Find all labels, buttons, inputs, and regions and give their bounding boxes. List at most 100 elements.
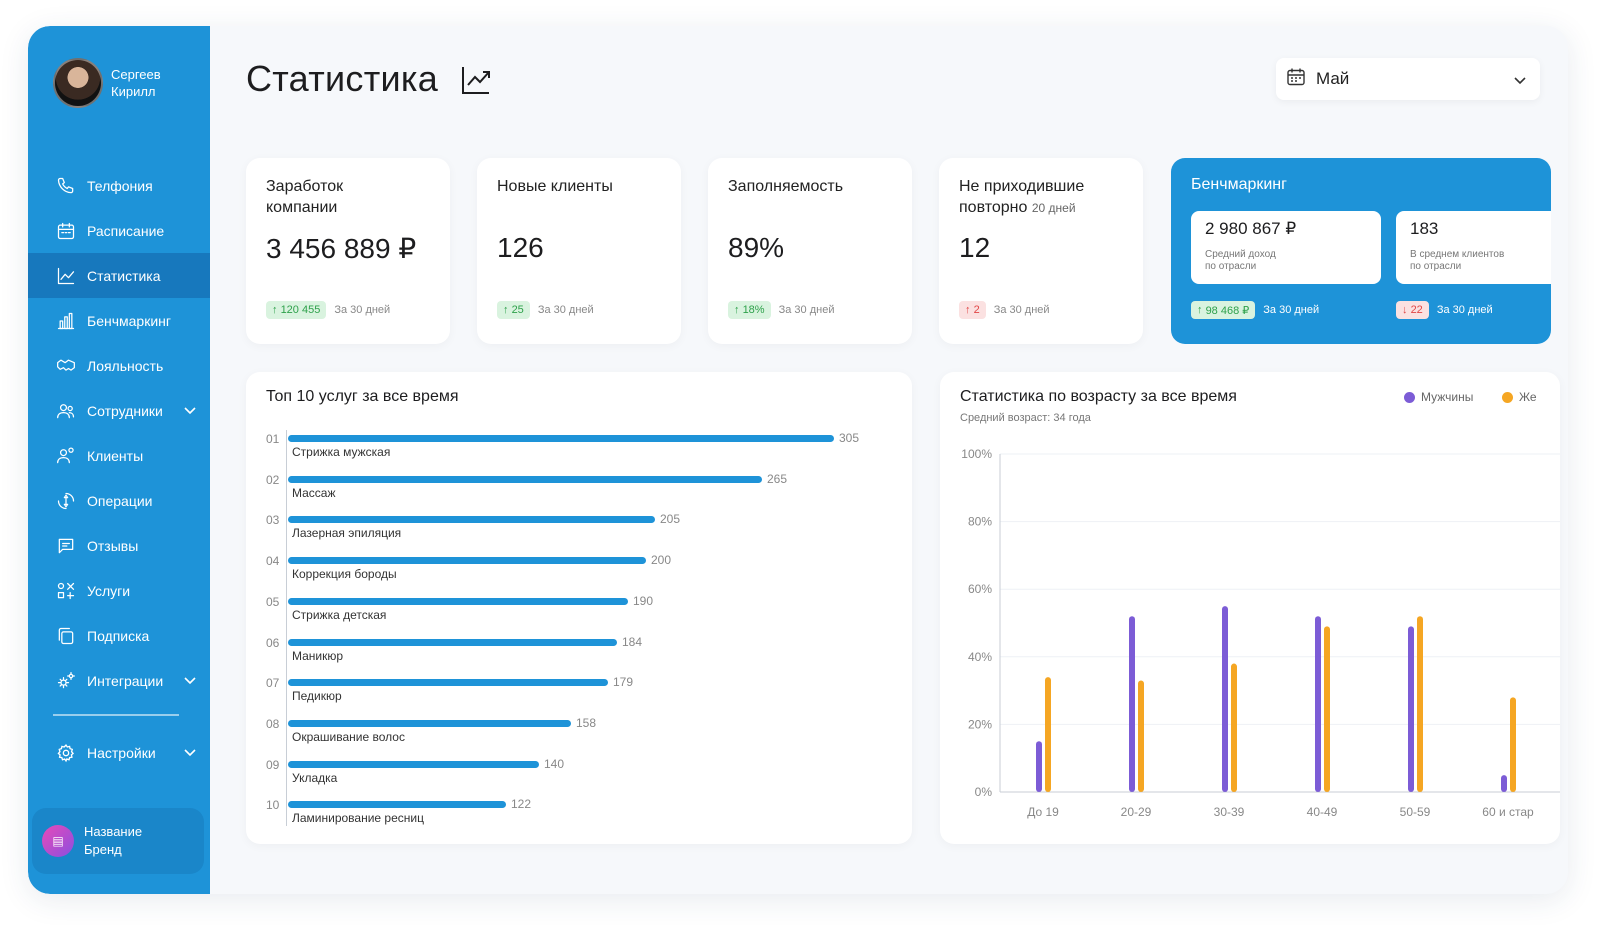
service-row[interactable]: 06 184 Маникюр: [246, 634, 906, 676]
delta-badge: ↑ 25: [497, 301, 530, 319]
service-value: 184: [622, 634, 643, 649]
service-index: 05: [266, 594, 280, 609]
sidebar-item-label: Сотрудники: [87, 402, 163, 419]
sidebar-item-settings[interactable]: Настройки: [28, 730, 210, 775]
sidebar-item-label: Интеграции: [87, 672, 164, 689]
stat-card-3[interactable]: Не приходившие повторно 20 дней 12 ↑ 2 За 3…: [939, 158, 1143, 344]
stat-card-0[interactable]: Заработок компании 3 456 889 ₽ ↑ 120 455 За…: [246, 158, 450, 344]
sidebar-item-2[interactable]: Статистика: [28, 253, 210, 298]
period-label: За 30 дней: [1263, 304, 1320, 316]
delta-value: 2: [973, 304, 980, 316]
gears-icon: [55, 670, 77, 692]
benchmark-card[interactable]: Бенчмаркинг 2 980 867 ₽ Средний доход по…: [1171, 158, 1551, 344]
legend-label: Же: [1519, 390, 1537, 404]
sidebar-item-5[interactable]: Сотрудники: [28, 388, 210, 433]
service-row[interactable]: 10 122 Ламинирование ресниц: [246, 797, 906, 838]
user-last-name: Кирилл: [111, 84, 156, 99]
benchmark-income-label-line1: Средний доход: [1205, 249, 1276, 260]
x-tick-label: 30-39: [1214, 805, 1245, 819]
sidebar-item-label: Расписание: [87, 222, 165, 239]
sidebar-item-9[interactable]: Услуги: [28, 568, 210, 613]
service-name: Массаж: [292, 485, 336, 500]
benchmark-income-footer: ↑ 98 468 ₽ За 30 дней: [1191, 301, 1319, 319]
brand-switcher[interactable]: ▤ Название Бренд: [32, 808, 204, 874]
service-row[interactable]: 02 265 Массаж: [246, 472, 906, 513]
month-select-value: Май: [1316, 69, 1350, 88]
service-index: 06: [266, 635, 280, 650]
sidebar-divider: [53, 714, 179, 716]
benchmark-clients-footer: ↓ 22 За 30 дней: [1396, 301, 1493, 319]
sidebar-item-label: Отзывы: [87, 537, 139, 554]
age-stats-panel: Статистика по возрасту за все время Сред…: [940, 372, 1560, 844]
service-row[interactable]: 05 190 Стрижка детская: [246, 594, 906, 635]
service-name: Коррекция бороды: [292, 567, 397, 582]
sidebar: Сергеев Кирилл Телфония Расписание Статист…: [28, 26, 210, 894]
legend-women: Же: [1502, 390, 1537, 404]
stat-card-value: 12: [959, 232, 991, 263]
service-name: Лазерная эпиляция: [292, 526, 402, 541]
sidebar-item-6[interactable]: Клиенты: [28, 433, 210, 478]
sidebar-item-8[interactable]: Отзывы: [28, 523, 210, 568]
sidebar-item-label: Телфония: [87, 177, 153, 194]
service-index: 09: [266, 757, 280, 772]
sidebar-item-4[interactable]: Лояльность: [28, 343, 210, 388]
service-bar: [288, 719, 571, 727]
sidebar-item-label: Клиенты: [87, 447, 144, 464]
delta-badge: ↑ 2: [959, 301, 986, 319]
service-row[interactable]: 04 200 Коррекция бороды: [246, 553, 906, 594]
delta-badge: ↑ 98 468 ₽: [1191, 301, 1256, 319]
copy-icon: [55, 625, 77, 647]
benchmark-income-value: 2 980 867 ₽: [1205, 219, 1297, 238]
service-row[interactable]: 03 205 Лазерная эпиляция: [246, 512, 906, 553]
top-services-title: Топ 10 услуг за все время: [266, 388, 459, 405]
benchmark-clients-label: В среднем клиентов по отрасли: [1410, 249, 1551, 273]
service-index: 02: [266, 472, 280, 487]
chevron-down-icon: [1512, 72, 1528, 93]
service-row[interactable]: 08 158 Окрашивание волос: [246, 716, 906, 757]
handshake-icon: [55, 355, 77, 377]
y-tick-label: 20%: [968, 717, 992, 731]
service-name: Окрашивание волос: [292, 729, 405, 744]
sidebar-item-7[interactable]: Операции: [28, 478, 210, 523]
legend-label: Мужчины: [1421, 390, 1474, 404]
delta-value: 120 455: [280, 304, 321, 316]
stat-card-footer: ↑ 120 455 За 30 дней: [266, 301, 390, 319]
delta-value: 18%: [742, 304, 765, 316]
service-index: 10: [266, 798, 280, 813]
brand-name-line1: Название: [84, 824, 143, 839]
operations-icon: [55, 490, 77, 512]
service-row[interactable]: 07 179 Педикюр: [246, 675, 906, 716]
service-value: 305: [839, 431, 860, 445]
age-bar-women: [1138, 680, 1144, 792]
gear-icon: [55, 742, 77, 764]
sidebar-item-1[interactable]: Расписание: [28, 208, 210, 253]
sidebar-item-11[interactable]: Интеграции: [28, 658, 210, 703]
age-bar-men: [1222, 606, 1228, 792]
sidebar-item-10[interactable]: Подписка: [28, 613, 210, 658]
period-label: За 30 дней: [1436, 304, 1493, 316]
stat-card-2[interactable]: Заполняемость 89% ↑ 18% За 30 дней: [708, 158, 912, 344]
delta-badge: ↓ 22: [1396, 301, 1429, 319]
period-label: За 30 дней: [537, 304, 594, 316]
stat-card-value: 89%: [728, 232, 785, 263]
bar-axis: [286, 430, 287, 826]
service-index: 03: [266, 513, 280, 528]
chevron-down-icon: [182, 672, 198, 691]
sidebar-item-0[interactable]: Телфония: [28, 163, 210, 208]
stat-card-label-text: Новые клиенты: [497, 178, 613, 195]
month-select[interactable]: Май: [1276, 58, 1540, 100]
age-bar-men: [1501, 775, 1507, 792]
stat-card-1[interactable]: Новые клиенты 126 ↑ 25 За 30 дней: [477, 158, 681, 344]
service-index: 07: [266, 676, 280, 691]
service-row[interactable]: 09 140 Укладка: [246, 757, 906, 798]
phone-icon: [55, 175, 77, 197]
user-profile[interactable]: Сергеев Кирилл: [53, 58, 161, 108]
sidebar-nav: Телфония Расписание Статистика Бенчмаркинг Л…: [28, 163, 210, 703]
service-row[interactable]: 01 305 Стрижка мужская: [246, 431, 906, 472]
x-tick-label: 20-29: [1121, 805, 1152, 819]
chart-line-icon: [460, 64, 492, 101]
legend-men: Мужчины: [1404, 390, 1473, 404]
benchmark-income-box: 2 980 867 ₽ Средний доход по отрасли: [1191, 211, 1381, 284]
benchmark-clients-label-line1: В среднем клиентов: [1410, 249, 1505, 260]
sidebar-item-3[interactable]: Бенчмаркинг: [28, 298, 210, 343]
